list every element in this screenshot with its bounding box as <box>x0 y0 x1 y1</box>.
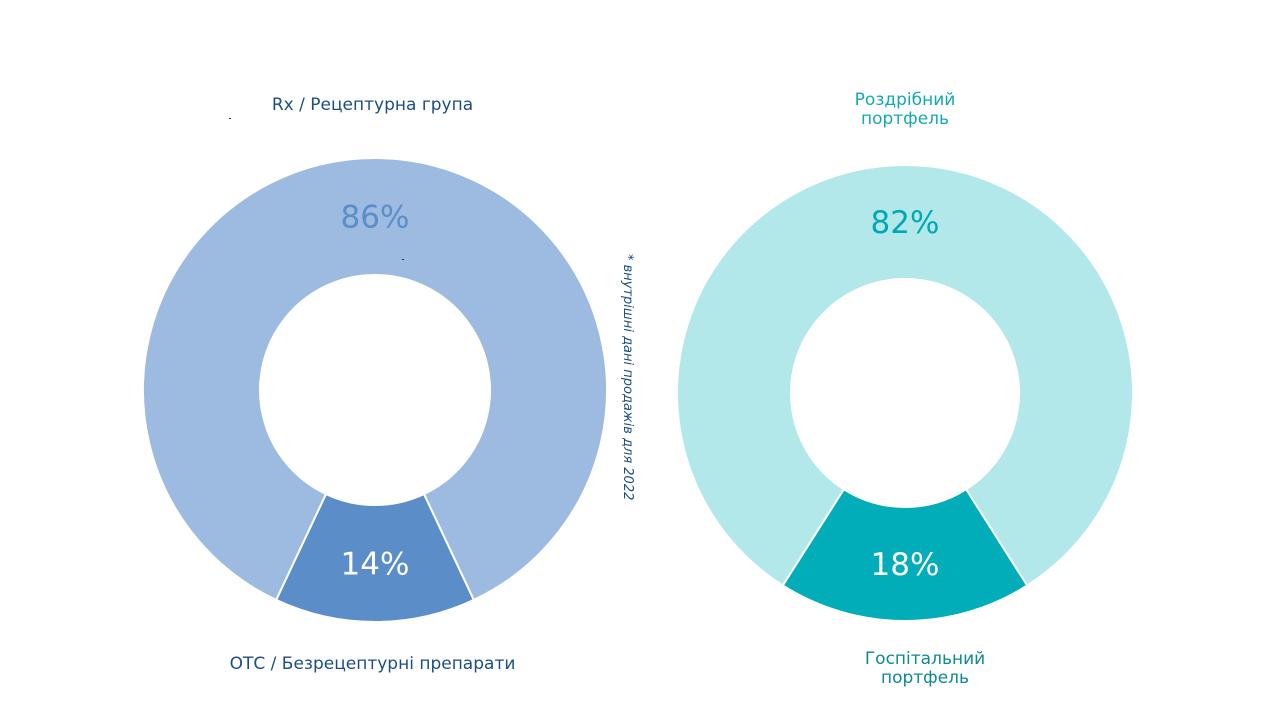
category-label-rx: Rx / Рецептурна група <box>271 95 474 115</box>
category-label-hospital: Госпітальний портфель <box>864 649 986 688</box>
hospital-value-label: 18% <box>871 547 940 583</box>
retail-slice <box>676 164 1134 587</box>
hospital-slice <box>781 487 1029 622</box>
category-label-otc: ОТС / Безрецептурні препарати <box>229 654 516 674</box>
donut-chart-rx-otc: 86% 14% <box>142 157 608 623</box>
otc-value-label: 14% <box>341 547 410 583</box>
otc-slice <box>274 492 476 623</box>
stray-mark <box>402 259 404 260</box>
footnote-source: * внутрішні дані продажів для 2022 <box>620 254 635 501</box>
donut-chart-retail-hospital: 82% 18% <box>676 164 1134 622</box>
retail-value-label: 82% <box>871 205 940 241</box>
rx-value-label: 86% <box>341 200 410 236</box>
stray-mark <box>229 118 231 119</box>
rx-slice <box>142 157 608 602</box>
category-label-retail: Роздрібний портфель <box>854 90 956 129</box>
